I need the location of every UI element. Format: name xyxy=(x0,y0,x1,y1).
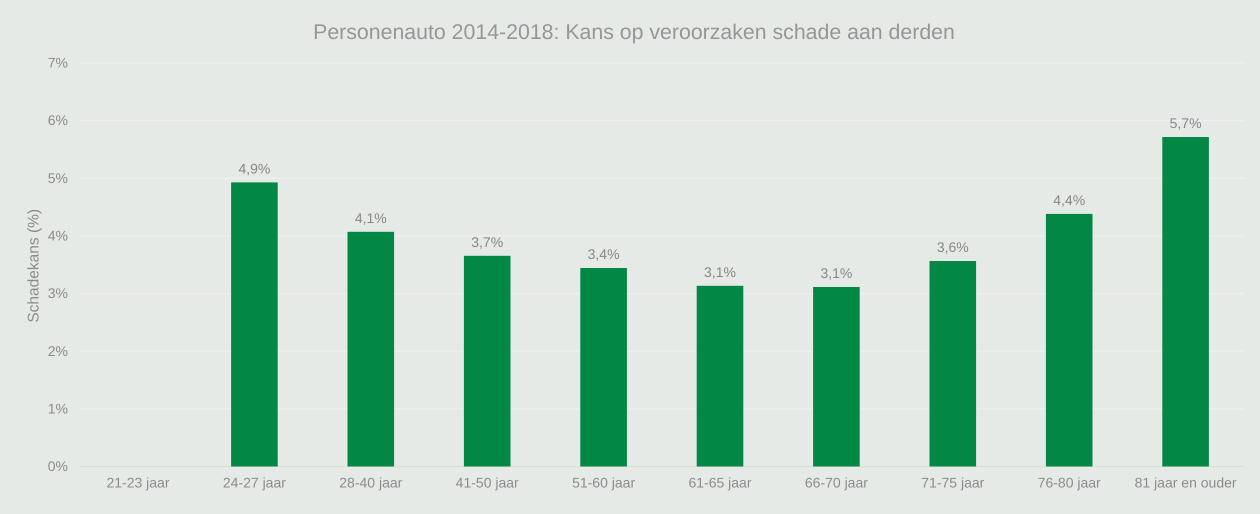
svg-text:4,4%: 4,4% xyxy=(1053,192,1085,208)
svg-text:24-27 jaar: 24-27 jaar xyxy=(223,475,286,491)
svg-text:3,1%: 3,1% xyxy=(704,264,736,280)
svg-text:41-50 jaar: 41-50 jaar xyxy=(456,475,519,491)
svg-text:21-23 jaar: 21-23 jaar xyxy=(106,475,169,491)
svg-text:2%: 2% xyxy=(48,343,68,359)
svg-text:66-70 jaar: 66-70 jaar xyxy=(805,475,868,491)
svg-text:3,7%: 3,7% xyxy=(471,234,503,250)
svg-text:Schadekans (%): Schadekans (%) xyxy=(26,209,43,323)
svg-text:61-65 jaar: 61-65 jaar xyxy=(688,475,751,491)
svg-text:5,7%: 5,7% xyxy=(1170,115,1202,131)
svg-text:3,4%: 3,4% xyxy=(588,246,620,262)
svg-text:3,1%: 3,1% xyxy=(820,265,852,281)
svg-text:0%: 0% xyxy=(48,458,68,474)
svg-text:3,6%: 3,6% xyxy=(937,239,969,255)
svg-text:6%: 6% xyxy=(48,112,68,128)
svg-text:1%: 1% xyxy=(48,401,68,417)
svg-text:7%: 7% xyxy=(48,55,68,71)
svg-text:4,9%: 4,9% xyxy=(238,160,270,176)
svg-text:4%: 4% xyxy=(48,228,68,244)
svg-text:4,1%: 4,1% xyxy=(355,210,387,226)
svg-text:Personenauto 2014-2018: Kans o: Personenauto 2014-2018: Kans op veroorza… xyxy=(313,20,955,44)
svg-text:71-75 jaar: 71-75 jaar xyxy=(921,475,984,491)
svg-text:76-80 jaar: 76-80 jaar xyxy=(1038,475,1101,491)
svg-text:5%: 5% xyxy=(48,170,68,186)
svg-text:3%: 3% xyxy=(48,285,68,301)
svg-text:28-40 jaar: 28-40 jaar xyxy=(339,475,402,491)
svg-text:51-60 jaar: 51-60 jaar xyxy=(572,475,635,491)
svg-text:81 jaar en ouder: 81 jaar en ouder xyxy=(1135,475,1237,491)
